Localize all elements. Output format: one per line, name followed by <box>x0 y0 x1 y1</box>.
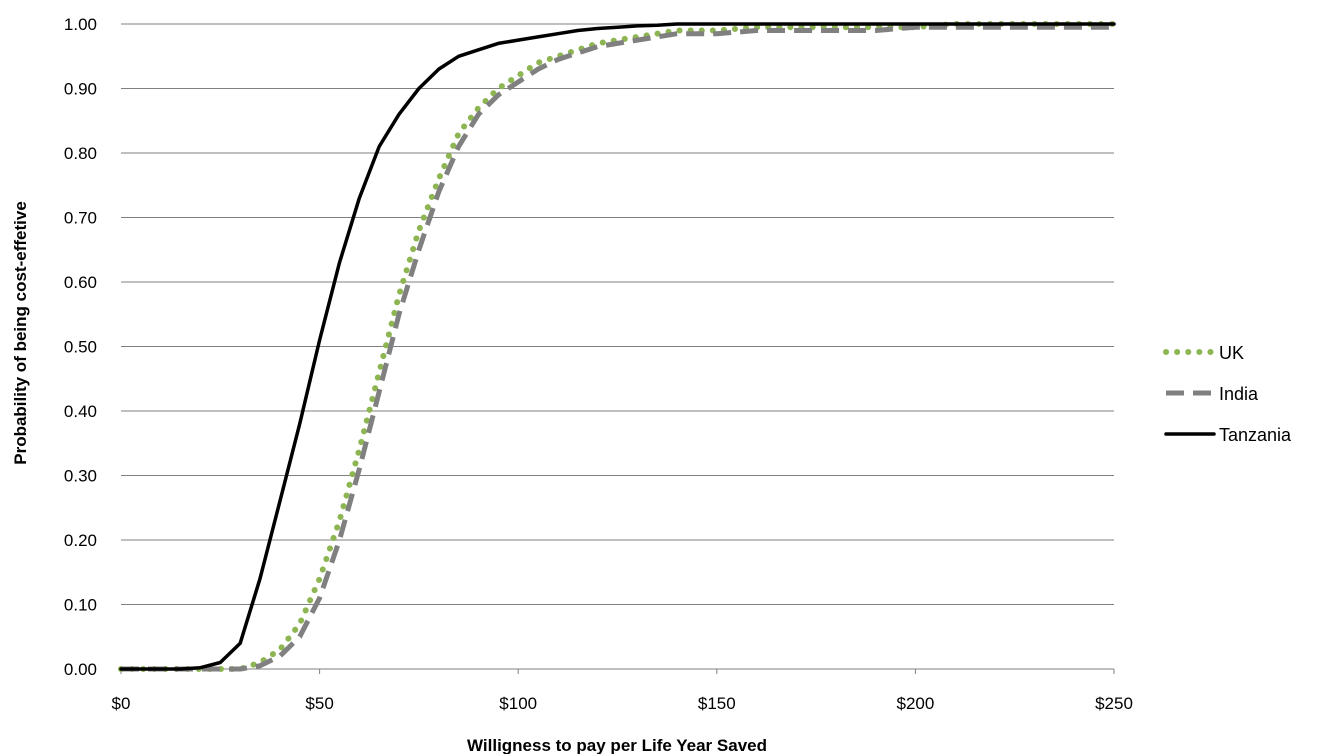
x-tick-label: $100 <box>499 694 537 713</box>
y-tick-label: 0.60 <box>64 273 97 292</box>
y-axis-title: Probability of being cost-effetive <box>11 201 30 465</box>
x-tick-label: $0 <box>112 694 131 713</box>
y-axis-ticks: 0.00 0.10 0.20 0.30 0.40 0.50 0.60 0.70 0.80 0.90… <box>64 15 97 679</box>
x-tick-label: $200 <box>896 694 934 713</box>
y-tick-label: 0.80 <box>64 144 97 163</box>
legend: UK India Tanzania <box>1163 343 1292 445</box>
legend-label-uk: UK <box>1219 343 1244 363</box>
y-tick-label: 0.30 <box>64 467 97 486</box>
y-tick-label: 0.00 <box>64 660 97 679</box>
x-tick-label: $50 <box>305 694 333 713</box>
series-line-india <box>121 24 1114 672</box>
y-tick-label: 1.00 <box>64 15 97 34</box>
series-line-tanzania <box>119 22 1116 671</box>
gridlines <box>121 23 1114 670</box>
y-tick-label: 0.10 <box>64 596 97 615</box>
y-tick-label: 0.90 <box>64 80 97 99</box>
x-tick-label: $150 <box>698 694 736 713</box>
y-tick-label: 0.70 <box>64 209 97 228</box>
legend-label-tanzania: Tanzania <box>1219 425 1292 445</box>
x-axis-ticks: $0 $50 $100 $150 $200 $250 <box>112 669 1133 713</box>
series-layer <box>118 21 1117 672</box>
y-tick-label: 0.40 <box>64 402 97 421</box>
x-axis-title: Willigness to pay per Life Year Saved <box>467 736 767 754</box>
x-tick-label: $250 <box>1095 694 1133 713</box>
series-line-uk <box>118 21 1117 672</box>
y-tick-label: 0.20 <box>64 531 97 550</box>
y-tick-label: 0.50 <box>64 338 97 357</box>
legend-label-india: India <box>1219 384 1259 404</box>
